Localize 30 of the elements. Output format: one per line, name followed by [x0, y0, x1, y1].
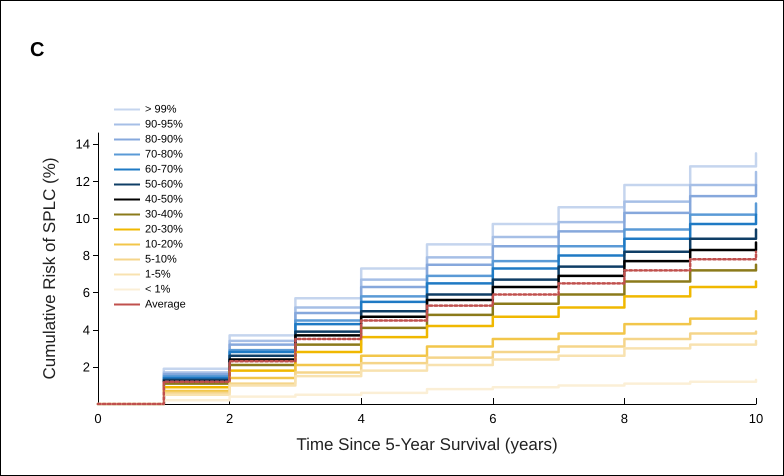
y-tick-label: 10 [76, 210, 90, 226]
legend-label: 80-90% [145, 134, 184, 146]
legend-label: 70-80% [145, 148, 184, 160]
y-tick-label: 12 [76, 174, 90, 189]
x-tick-label: 2 [226, 411, 234, 426]
legend-label: 90-95% [145, 118, 184, 130]
x-tick-label: 6 [489, 411, 496, 426]
legend-label: 30-40% [145, 208, 184, 220]
legend-label: 40-50% [145, 194, 184, 206]
legend-label: > 99% [145, 104, 177, 116]
y-axis-title: Cumulative Risk of SPLC (%) [40, 157, 59, 380]
legend-label: Average [145, 298, 186, 310]
y-tick-label: 2 [82, 359, 90, 374]
chart-title: C [30, 39, 44, 61]
legend-label: 10-20% [145, 238, 184, 250]
x-tick-label: 10 [748, 411, 764, 426]
x-tick-label: 8 [620, 411, 628, 426]
y-tick-label: 4 [82, 322, 90, 338]
y-tick-label: 8 [82, 248, 90, 264]
legend-label: 5-10% [145, 254, 178, 266]
y-tick-label: 6 [82, 285, 90, 300]
legend-label: 60-70% [145, 164, 184, 176]
x-tick-label: 0 [94, 411, 102, 426]
x-axis-title: Time Since 5-Year Survival (years) [296, 435, 558, 454]
legend-label: 1-5% [145, 268, 171, 280]
x-tick-label: 4 [358, 411, 365, 426]
legend-label: < 1% [145, 284, 171, 296]
y-tick-label: 14 [76, 136, 90, 152]
legend-label: 50-60% [145, 178, 184, 190]
legend-label: 20-30% [145, 224, 184, 236]
